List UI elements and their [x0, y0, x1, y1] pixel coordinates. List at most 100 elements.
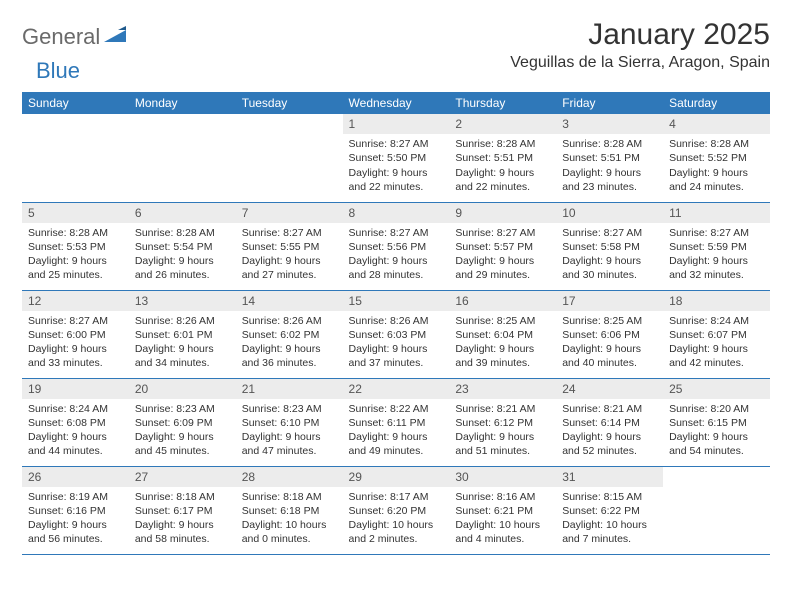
sunset-line: Sunset: 6:20 PM — [349, 504, 444, 518]
day-number: 1 — [343, 114, 450, 134]
day-number: 26 — [22, 467, 129, 487]
sunset-line: Sunset: 5:56 PM — [349, 240, 444, 254]
sunset-line: Sunset: 5:51 PM — [455, 151, 550, 165]
calendar-day-cell — [129, 114, 236, 202]
day-details: Sunrise: 8:25 AMSunset: 6:04 PMDaylight:… — [449, 313, 556, 375]
calendar-day-cell: 6Sunrise: 8:28 AMSunset: 5:54 PMDaylight… — [129, 202, 236, 290]
day-details: Sunrise: 8:27 AMSunset: 6:00 PMDaylight:… — [22, 313, 129, 375]
daylight-line: Daylight: 9 hours and 40 minutes. — [562, 342, 657, 370]
weekday-header: Sunday — [22, 92, 129, 114]
sunset-line: Sunset: 5:59 PM — [669, 240, 764, 254]
day-number: 11 — [663, 203, 770, 223]
day-details: Sunrise: 8:22 AMSunset: 6:11 PMDaylight:… — [343, 401, 450, 463]
sunset-line: Sunset: 6:02 PM — [242, 328, 337, 342]
sunrise-line: Sunrise: 8:26 AM — [242, 314, 337, 328]
calendar-day-cell: 4Sunrise: 8:28 AMSunset: 5:52 PMDaylight… — [663, 114, 770, 202]
calendar-day-cell: 7Sunrise: 8:27 AMSunset: 5:55 PMDaylight… — [236, 202, 343, 290]
sunset-line: Sunset: 6:08 PM — [28, 416, 123, 430]
sunrise-line: Sunrise: 8:28 AM — [28, 226, 123, 240]
sunrise-line: Sunrise: 8:20 AM — [669, 402, 764, 416]
daylight-line: Daylight: 9 hours and 58 minutes. — [135, 518, 230, 546]
day-number: 30 — [449, 467, 556, 487]
calendar-day-cell: 22Sunrise: 8:22 AMSunset: 6:11 PMDayligh… — [343, 378, 450, 466]
daylight-line: Daylight: 9 hours and 28 minutes. — [349, 254, 444, 282]
sunset-line: Sunset: 5:55 PM — [242, 240, 337, 254]
daylight-line: Daylight: 9 hours and 25 minutes. — [28, 254, 123, 282]
day-number: 24 — [556, 379, 663, 399]
calendar-day-cell: 3Sunrise: 8:28 AMSunset: 5:51 PMDaylight… — [556, 114, 663, 202]
calendar-day-cell: 20Sunrise: 8:23 AMSunset: 6:09 PMDayligh… — [129, 378, 236, 466]
daylight-line: Daylight: 10 hours and 0 minutes. — [242, 518, 337, 546]
daylight-line: Daylight: 9 hours and 49 minutes. — [349, 430, 444, 458]
day-details: Sunrise: 8:28 AMSunset: 5:51 PMDaylight:… — [449, 136, 556, 198]
day-number: 10 — [556, 203, 663, 223]
day-details: Sunrise: 8:28 AMSunset: 5:52 PMDaylight:… — [663, 136, 770, 198]
calendar-day-cell: 12Sunrise: 8:27 AMSunset: 6:00 PMDayligh… — [22, 290, 129, 378]
sunset-line: Sunset: 5:50 PM — [349, 151, 444, 165]
sunset-line: Sunset: 6:01 PM — [135, 328, 230, 342]
day-number: 18 — [663, 291, 770, 311]
day-details: Sunrise: 8:26 AMSunset: 6:03 PMDaylight:… — [343, 313, 450, 375]
weekday-header: Wednesday — [343, 92, 450, 114]
day-number: 22 — [343, 379, 450, 399]
calendar-day-cell: 18Sunrise: 8:24 AMSunset: 6:07 PMDayligh… — [663, 290, 770, 378]
sunrise-line: Sunrise: 8:27 AM — [669, 226, 764, 240]
sunset-line: Sunset: 6:12 PM — [455, 416, 550, 430]
day-details: Sunrise: 8:21 AMSunset: 6:12 PMDaylight:… — [449, 401, 556, 463]
day-details: Sunrise: 8:26 AMSunset: 6:01 PMDaylight:… — [129, 313, 236, 375]
day-number: 15 — [343, 291, 450, 311]
calendar-day-cell: 26Sunrise: 8:19 AMSunset: 6:16 PMDayligh… — [22, 466, 129, 554]
day-details: Sunrise: 8:24 AMSunset: 6:08 PMDaylight:… — [22, 401, 129, 463]
day-number: 5 — [22, 203, 129, 223]
calendar-day-cell: 16Sunrise: 8:25 AMSunset: 6:04 PMDayligh… — [449, 290, 556, 378]
day-number: 16 — [449, 291, 556, 311]
calendar-day-cell: 31Sunrise: 8:15 AMSunset: 6:22 PMDayligh… — [556, 466, 663, 554]
weekday-header: Tuesday — [236, 92, 343, 114]
calendar-day-cell: 13Sunrise: 8:26 AMSunset: 6:01 PMDayligh… — [129, 290, 236, 378]
day-details: Sunrise: 8:19 AMSunset: 6:16 PMDaylight:… — [22, 489, 129, 551]
sunset-line: Sunset: 6:03 PM — [349, 328, 444, 342]
day-number: 25 — [663, 379, 770, 399]
calendar-day-cell: 15Sunrise: 8:26 AMSunset: 6:03 PMDayligh… — [343, 290, 450, 378]
daylight-line: Daylight: 9 hours and 23 minutes. — [562, 166, 657, 194]
calendar-day-cell: 23Sunrise: 8:21 AMSunset: 6:12 PMDayligh… — [449, 378, 556, 466]
day-details: Sunrise: 8:17 AMSunset: 6:20 PMDaylight:… — [343, 489, 450, 551]
daylight-line: Daylight: 9 hours and 45 minutes. — [135, 430, 230, 458]
sunrise-line: Sunrise: 8:18 AM — [242, 490, 337, 504]
sunrise-line: Sunrise: 8:26 AM — [349, 314, 444, 328]
sunrise-line: Sunrise: 8:28 AM — [455, 137, 550, 151]
sunrise-line: Sunrise: 8:21 AM — [562, 402, 657, 416]
day-details: Sunrise: 8:23 AMSunset: 6:10 PMDaylight:… — [236, 401, 343, 463]
day-number: 23 — [449, 379, 556, 399]
calendar-table: Sunday Monday Tuesday Wednesday Thursday… — [22, 92, 770, 555]
daylight-line: Daylight: 9 hours and 32 minutes. — [669, 254, 764, 282]
day-number: 29 — [343, 467, 450, 487]
day-number: 27 — [129, 467, 236, 487]
calendar-day-cell — [663, 466, 770, 554]
day-number: 20 — [129, 379, 236, 399]
sunset-line: Sunset: 6:07 PM — [669, 328, 764, 342]
sunset-line: Sunset: 6:14 PM — [562, 416, 657, 430]
sunrise-line: Sunrise: 8:25 AM — [455, 314, 550, 328]
sunset-line: Sunset: 6:17 PM — [135, 504, 230, 518]
daylight-line: Daylight: 9 hours and 37 minutes. — [349, 342, 444, 370]
day-number: 8 — [343, 203, 450, 223]
calendar-day-cell: 27Sunrise: 8:18 AMSunset: 6:17 PMDayligh… — [129, 466, 236, 554]
calendar-week-row: 5Sunrise: 8:28 AMSunset: 5:53 PMDaylight… — [22, 202, 770, 290]
calendar-week-row: 12Sunrise: 8:27 AMSunset: 6:00 PMDayligh… — [22, 290, 770, 378]
day-details: Sunrise: 8:27 AMSunset: 5:55 PMDaylight:… — [236, 225, 343, 287]
sunset-line: Sunset: 5:52 PM — [669, 151, 764, 165]
day-number: 13 — [129, 291, 236, 311]
day-number: 21 — [236, 379, 343, 399]
day-number: 9 — [449, 203, 556, 223]
sunrise-line: Sunrise: 8:23 AM — [242, 402, 337, 416]
weekday-header: Saturday — [663, 92, 770, 114]
logo-text-blue: Blue — [36, 58, 80, 84]
daylight-line: Daylight: 9 hours and 27 minutes. — [242, 254, 337, 282]
sunset-line: Sunset: 6:06 PM — [562, 328, 657, 342]
weekday-header: Friday — [556, 92, 663, 114]
day-number: 17 — [556, 291, 663, 311]
sunrise-line: Sunrise: 8:15 AM — [562, 490, 657, 504]
daylight-line: Daylight: 9 hours and 51 minutes. — [455, 430, 550, 458]
day-details: Sunrise: 8:15 AMSunset: 6:22 PMDaylight:… — [556, 489, 663, 551]
